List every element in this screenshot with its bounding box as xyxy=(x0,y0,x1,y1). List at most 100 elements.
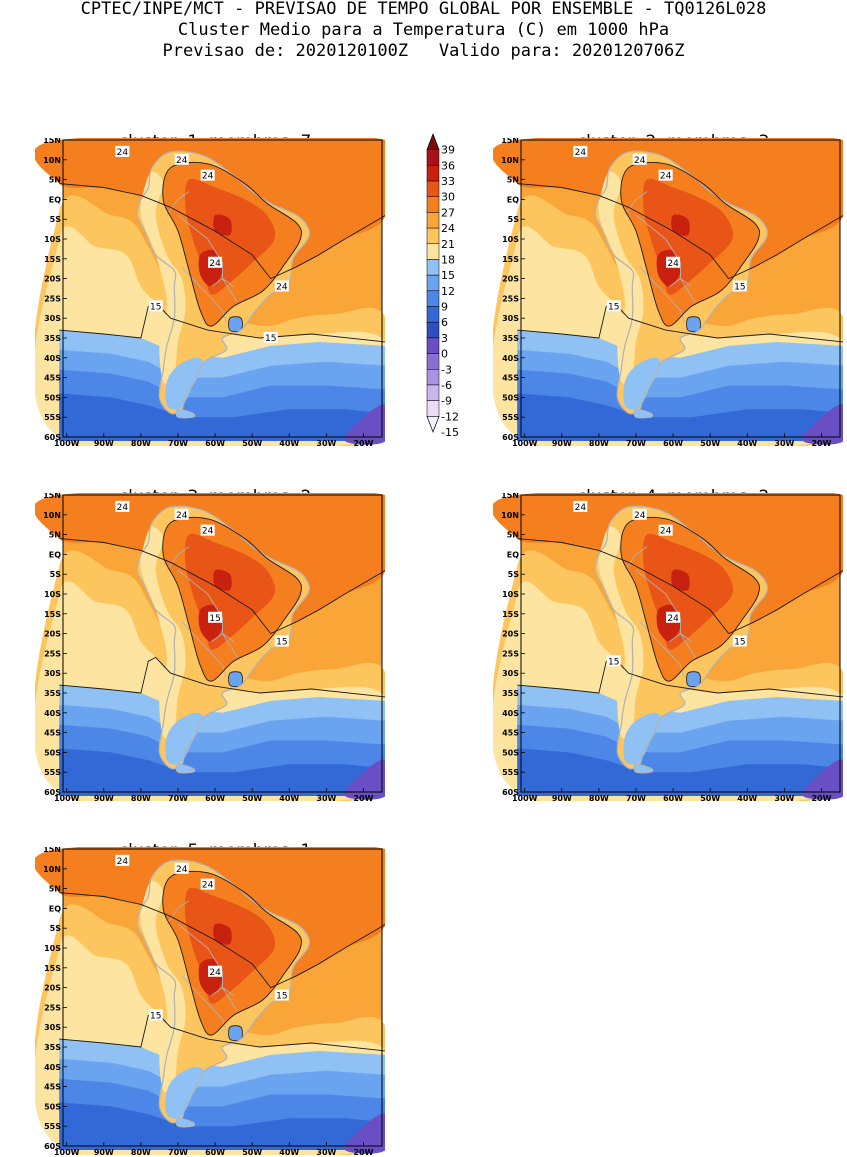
contour-label: 15 xyxy=(274,635,289,648)
lon-tick-label: 90W xyxy=(94,1148,114,1155)
andes-15-18 xyxy=(598,171,644,384)
svg-text:24: 24 xyxy=(667,614,679,624)
colorbar-label: 6 xyxy=(441,316,448,329)
contour-label: 15 xyxy=(274,989,289,1002)
colorbar-swatch xyxy=(426,369,440,386)
contour-label: 24 xyxy=(658,524,673,537)
contour-label: 24 xyxy=(573,145,588,158)
lon-tick-label: 90W xyxy=(552,439,572,446)
colorbar-label: -9 xyxy=(441,395,452,408)
colorbar-swatch xyxy=(426,353,440,370)
colorbar-swatch xyxy=(426,196,440,213)
colorbar-label: 27 xyxy=(441,206,455,219)
lon-tick-label: 20W xyxy=(353,439,373,446)
svg-text:15: 15 xyxy=(150,302,161,312)
lat-tick-label: 50S xyxy=(502,748,519,757)
plot-frame xyxy=(62,848,383,1147)
figure-title-line-3: Previsao de: 2020120100Z Valido para: 20… xyxy=(162,41,685,61)
contour-label: 15 xyxy=(606,655,621,667)
cold-band xyxy=(59,393,385,441)
lat-tick-label: 10N xyxy=(501,156,519,165)
colorbar-swatch xyxy=(426,165,440,182)
colorbar-swatch xyxy=(426,227,440,245)
patagonia-12-15 xyxy=(165,357,205,410)
lon-tick-label: 90W xyxy=(94,439,114,446)
lat-tick-label: 45S xyxy=(502,374,519,383)
lat-tick-label: 60S xyxy=(44,1142,61,1151)
cold-blob xyxy=(686,316,701,332)
andes-15-18 xyxy=(598,526,644,739)
plot-frame xyxy=(62,139,383,438)
colorbar-swatch xyxy=(426,290,440,307)
lat-tick-label: EQ xyxy=(49,195,61,204)
lat-tick-label: 55S xyxy=(502,768,519,777)
lat-tick-label: 55S xyxy=(44,768,61,777)
lat-tick-label: 15S xyxy=(44,964,61,973)
contour-15 xyxy=(59,1010,385,1052)
svg-text:15: 15 xyxy=(608,657,619,667)
lat-tick-label: 5S xyxy=(50,924,62,933)
contour-24-land xyxy=(162,870,302,1036)
svg-text:24: 24 xyxy=(176,511,188,521)
lat-tick-label: 40S xyxy=(44,354,61,363)
patagonia-12-15 xyxy=(623,712,663,765)
hot-spot xyxy=(671,214,690,236)
lon-tick-label: 60W xyxy=(205,1148,225,1155)
contour-24-land xyxy=(162,516,302,682)
colorbar-bottom-arrow xyxy=(426,415,440,433)
lat-tick-label: 60S xyxy=(44,788,61,797)
colorbar-label: 12 xyxy=(441,285,455,298)
svg-text:15: 15 xyxy=(734,283,745,293)
country-border xyxy=(669,278,692,287)
lat-tick-label: 5S xyxy=(508,215,520,224)
lat-tick-label: 10S xyxy=(502,235,519,244)
lon-tick-label: 60W xyxy=(663,794,683,801)
lon-tick-label: 100W xyxy=(512,794,538,801)
colorbar-label: 15 xyxy=(441,269,455,282)
country-border xyxy=(635,569,696,658)
cold-blob xyxy=(228,671,243,687)
lat-tick-label: 45S xyxy=(44,374,61,383)
cold-blob xyxy=(686,671,701,687)
contour-15 xyxy=(59,656,385,698)
colorbar-label: 21 xyxy=(441,238,455,251)
contour-24-ocean xyxy=(517,183,843,280)
lon-tick-label: 50W xyxy=(242,1148,262,1155)
andes-15-18 xyxy=(140,171,186,384)
lat-tick-label: EQ xyxy=(507,195,519,204)
lat-tick-label: 40S xyxy=(44,1063,61,1072)
andes-15-18 xyxy=(140,526,186,739)
contour-label: 24 xyxy=(274,280,289,293)
contour-label: 15 xyxy=(732,635,747,648)
lon-tick-label: 70W xyxy=(626,439,646,446)
lat-tick-label: 5N xyxy=(49,531,61,540)
temperature-map-cluster-2: 24 24 24 24 15 15 15N 10N 5N EQ 5S 10S 15S 20S 25S 30S 3… xyxy=(493,138,843,446)
lat-tick-label: 60S xyxy=(44,433,61,442)
lon-tick-label: 60W xyxy=(205,794,225,801)
lon-tick-label: 40W xyxy=(279,1148,299,1155)
svg-text:24: 24 xyxy=(634,511,646,521)
tierra-del-fuego xyxy=(175,408,196,419)
coastline xyxy=(594,505,769,770)
figure-title-line-2: Cluster Medio para a Temperatura (C) em … xyxy=(177,20,670,40)
lat-tick-label: 20S xyxy=(502,630,519,639)
country-border xyxy=(211,278,234,287)
temperature-map-cluster-3: 24 24 24 15 15 15N 10N 5N EQ 5S 10S 15S 20S 25S 30S 35S… xyxy=(35,493,385,801)
hot-spot xyxy=(213,569,232,591)
cold-corner xyxy=(802,404,843,445)
andes-15-18 xyxy=(140,880,186,1093)
lat-tick-label: 55S xyxy=(502,413,519,422)
lon-tick-label: 40W xyxy=(737,439,757,446)
country-border xyxy=(211,987,234,996)
svg-text:24: 24 xyxy=(202,172,214,182)
svg-text:24: 24 xyxy=(667,259,679,269)
svg-text:24: 24 xyxy=(634,156,646,166)
svg-text:24: 24 xyxy=(660,172,672,182)
contour-label: 24 xyxy=(174,508,189,521)
colorbar-swatch xyxy=(426,149,440,166)
colorbar-swatch xyxy=(426,384,440,401)
lon-tick-label: 80W xyxy=(131,794,151,801)
lat-tick-label: 15N xyxy=(43,138,61,145)
lat-tick-label: 5S xyxy=(50,215,62,224)
contour-label: 24 xyxy=(115,145,130,158)
